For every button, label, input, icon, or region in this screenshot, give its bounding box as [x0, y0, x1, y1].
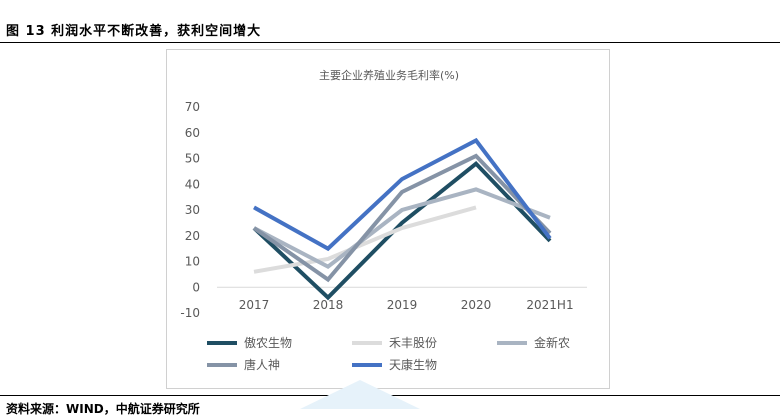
series-line-3 [253, 187, 551, 270]
caption-divider [0, 42, 780, 43]
legend-label: 唐人神 [244, 357, 280, 372]
legend-label: 天康生物 [389, 357, 437, 372]
legend-label: 傲农生物 [244, 335, 292, 350]
series-line-2 [253, 205, 477, 274]
x-tick-label: 2020 [461, 298, 492, 312]
series-line-1 [252, 160, 552, 301]
y-tick-label: 40 [185, 177, 200, 191]
legend-label: 金新农 [534, 335, 570, 350]
chart-title: 主要企业养殖业务毛利率(%) [319, 68, 459, 82]
x-tick-label: 2021H1 [526, 298, 573, 312]
x-tick-label: 2019 [387, 298, 418, 312]
series-line-4 [252, 153, 552, 283]
legend-label: 禾丰股份 [389, 336, 437, 350]
x-tick-label: 2017 [239, 298, 270, 312]
y-tick-label: 20 [185, 229, 200, 243]
figure-caption: 图 13 利润水平不断改善，获利空间增大 [6, 24, 262, 39]
y-tick-label: 60 [185, 126, 200, 140]
x-axis-ticks: 2017 2018 2019 2020 2021H1 [239, 298, 574, 312]
y-tick-label: 10 [185, 255, 200, 269]
y-axis-ticks: 70 60 50 40 30 20 10 0 -10 [180, 100, 200, 320]
y-tick-label: 30 [185, 203, 200, 217]
chart-frame: 主要企业养殖业务毛利率(%) 70 60 50 40 30 20 10 0 -10 2017 20… [166, 49, 610, 389]
y-tick-label: 70 [185, 100, 200, 114]
x-tick-label: 2018 [313, 298, 344, 312]
y-tick-label: 0 [192, 280, 200, 294]
y-tick-label: 50 [185, 152, 200, 166]
watermark-shape [300, 380, 420, 409]
y-tick-label: -10 [180, 306, 200, 320]
series-lines [252, 137, 552, 301]
series-line-5 [253, 137, 552, 252]
